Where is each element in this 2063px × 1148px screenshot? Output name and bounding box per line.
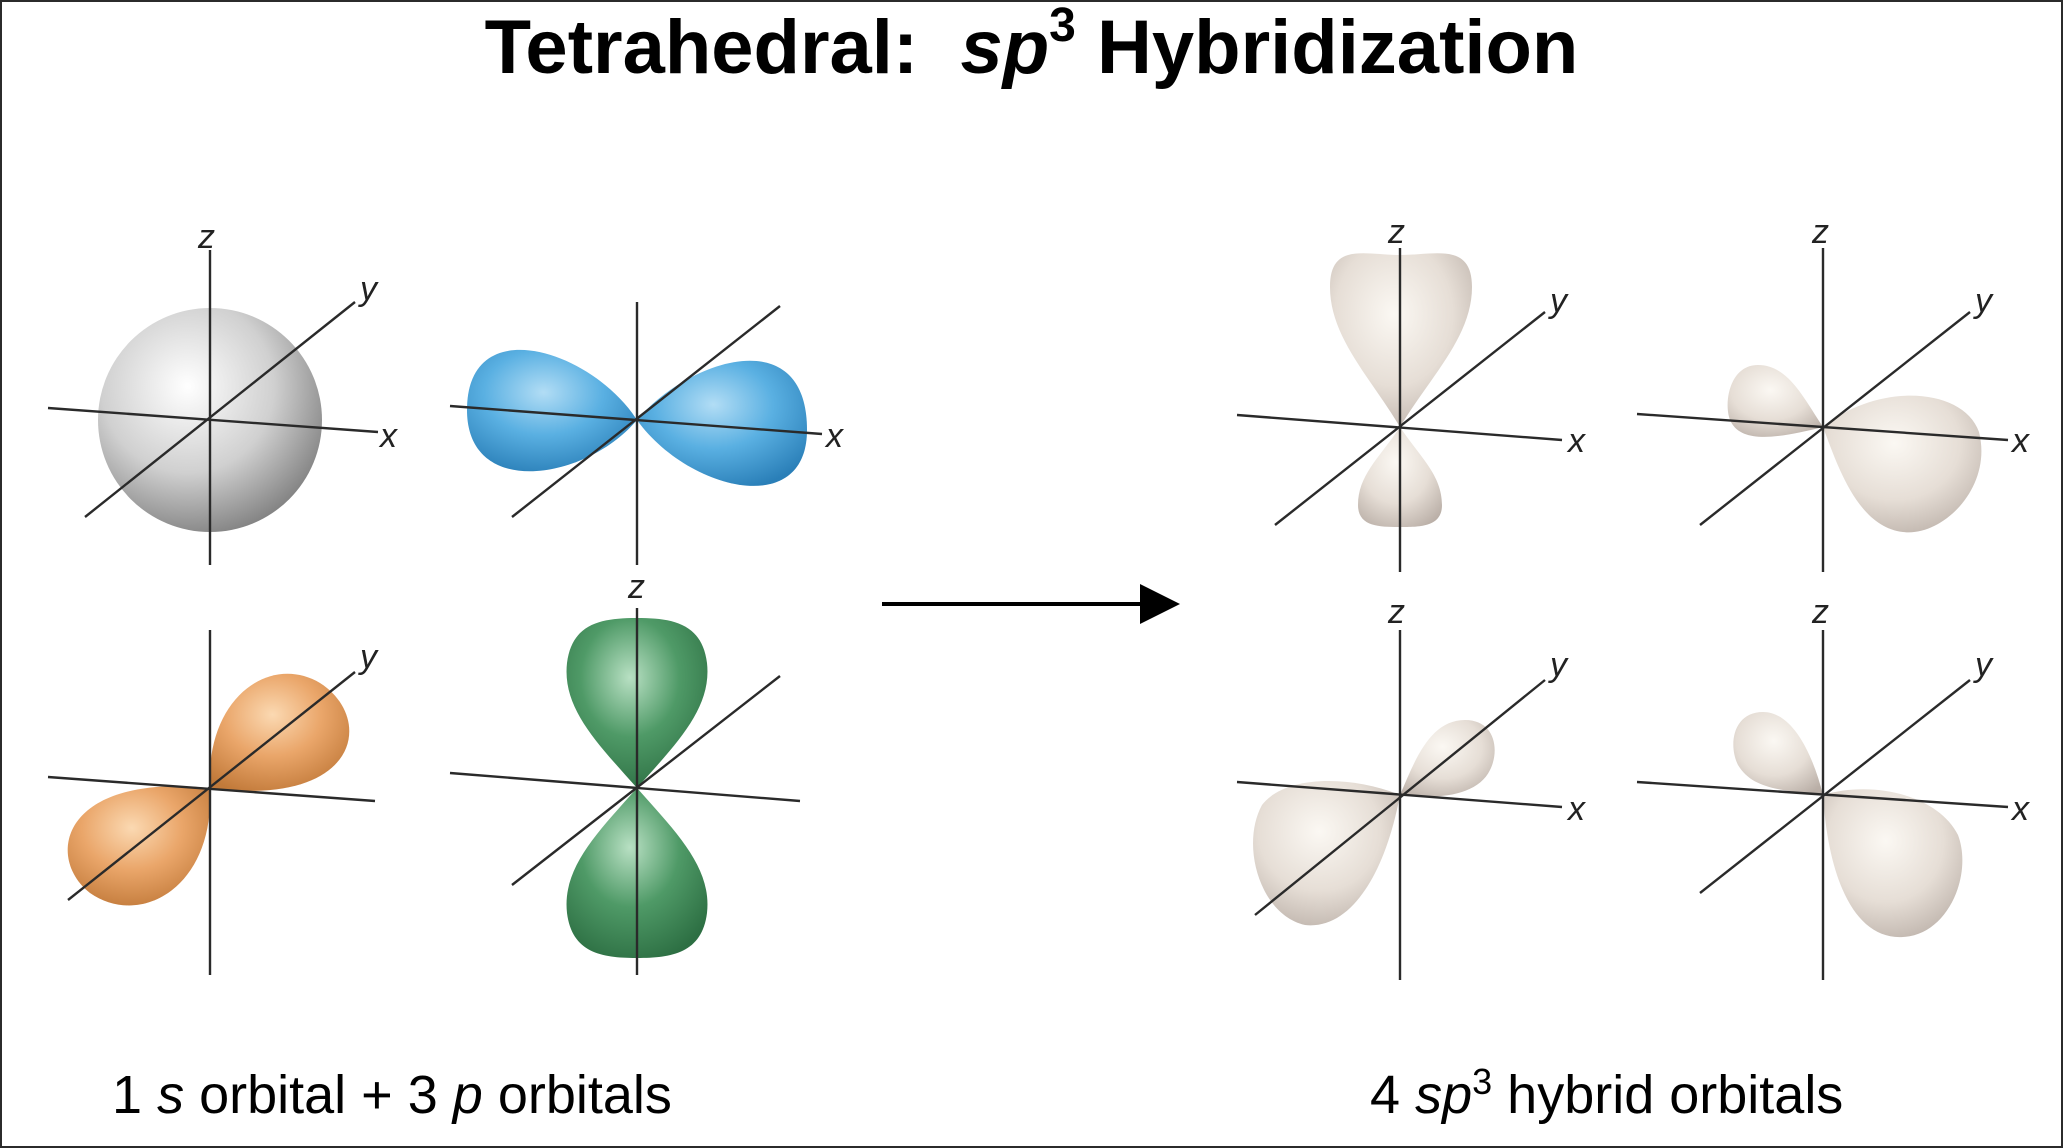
pz-orbital-diagram: z (449, 568, 801, 975)
z-axis-label: z (197, 218, 215, 256)
px-orbital-diagram: x (449, 302, 844, 565)
z-axis-label: z (1811, 593, 1829, 631)
x-axis-label: x (2010, 422, 2030, 460)
hybrid-orbital-major-lobe (1253, 781, 1400, 926)
hybrid-orbital-minor-lobe (1733, 712, 1823, 795)
x-axis-label: x (378, 417, 398, 455)
z-axis-label: z (1811, 213, 1829, 251)
x-axis-label: x (824, 417, 844, 455)
x-axis-label: x (2010, 790, 2030, 828)
sp3-hybrid-orbital-2: z y x (1636, 213, 2030, 572)
py-orbital-diagram: y (47, 630, 379, 975)
px-orbital-left-lobe (467, 349, 637, 472)
slide-title: Tetrahedral: sp3 Hybridization (484, 0, 1579, 90)
z-axis-label: z (1387, 213, 1405, 251)
caption-hybrid-orbitals: 4 sp3 hybrid orbitals (1370, 1061, 1844, 1126)
sp3-hybrid-orbital-4: z y x (1636, 593, 2030, 980)
sp3-hybrid-orbital-3: z y x (1236, 593, 1586, 980)
z-axis-label: z (627, 568, 645, 606)
y-axis-label: y (1548, 646, 1569, 684)
hybrid-orbital-major-lobe (1823, 395, 1982, 533)
hybrid-orbital-minor-lobe (1727, 365, 1823, 437)
y-axis-label: y (358, 638, 379, 676)
y-axis-label: y (1973, 646, 1994, 684)
sp3-hybrid-orbital-1: z y x (1236, 213, 1586, 572)
px-orbital-right-lobe (637, 360, 807, 486)
y-axis-label: y (358, 270, 379, 308)
y-axis-label: y (1973, 282, 1994, 320)
caption-reactant-orbitals: 1 s orbital + 3 p orbitals (112, 1065, 672, 1125)
x-axis-label: x (1566, 790, 1586, 828)
x-axis-label: x (1566, 422, 1586, 460)
hybrid-orbital-major-lobe (1823, 789, 1963, 938)
s-orbital-diagram: z y x (47, 218, 398, 565)
y-axis-label: y (1548, 282, 1569, 320)
z-axis-label: z (1387, 593, 1405, 631)
